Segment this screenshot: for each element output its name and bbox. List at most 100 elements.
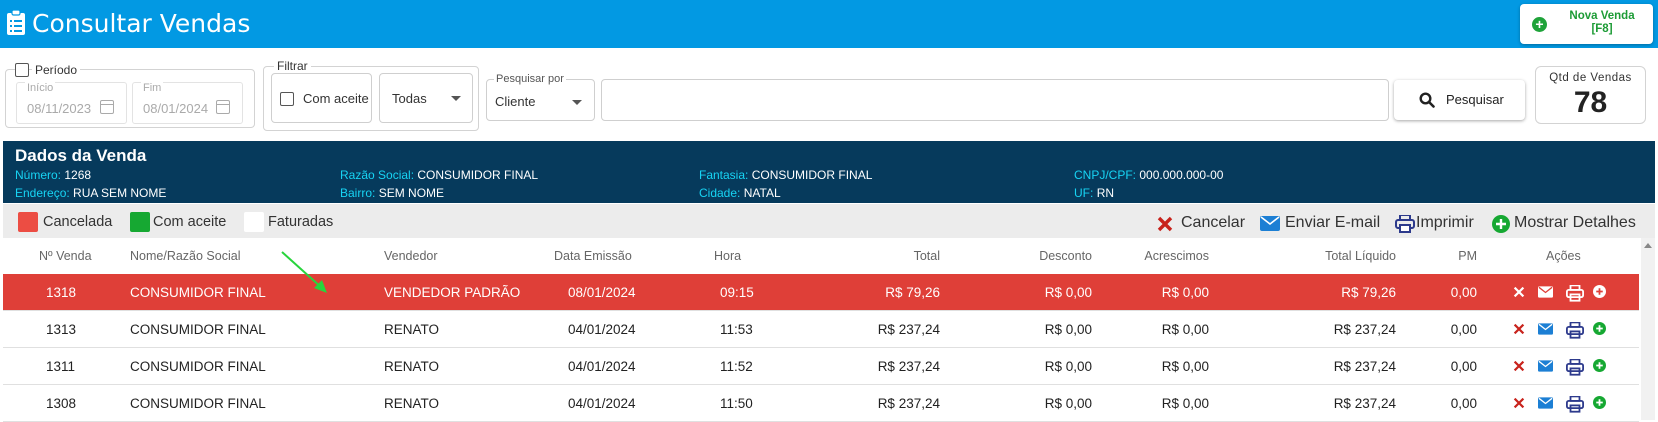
legend-faturadas-label: Faturadas [268,214,334,230]
legend-action-bar: Cancelada Com aceite Faturadas Cancelar … [3,204,1655,238]
com-aceite-checkbox[interactable] [280,92,294,106]
cell-hora: 11:52 [720,359,753,374]
col-hora[interactable]: Hora [714,249,742,263]
new-sale-button[interactable]: + Nova Venda [F8] [1520,4,1653,44]
sales-count-box: Qtd de Vendas 78 [1535,66,1646,124]
col-acoes: Ações [1546,249,1581,263]
cell-hora: 11:50 [720,396,753,411]
close-icon[interactable] [1512,396,1528,412]
sale-state: UF: RN [1074,186,1114,200]
plus-circle-icon[interactable] [1593,285,1609,301]
cell-pm: 0,00 [1450,396,1477,411]
col-nome[interactable]: Nome/Razão Social [130,249,241,263]
calendar-icon[interactable] [216,100,230,114]
envelope-icon[interactable] [1538,396,1554,412]
plus-circle-icon[interactable] [1593,322,1609,338]
page-title: Consultar Vendas [32,9,251,38]
cell-desconto: R$ 0,00 [1044,396,1092,411]
search-by-select[interactable]: Pesquisar por Cliente [486,73,595,121]
calendar-icon[interactable] [100,100,114,114]
cell-total-liquido: R$ 237,24 [1333,396,1396,411]
sale-state-value: RN [1096,186,1115,200]
cell-total: R$ 237,24 [877,359,940,374]
cell-total: R$ 237,24 [877,396,940,411]
table-row[interactable]: 1313 CONSUMIDOR FINAL RENATO 04/01/2024 11:5… [3,311,1639,348]
sale-address: Endereço: RUA SEM NOME [15,186,166,200]
cell-desconto: R$ 0,00 [1044,322,1092,337]
search-button-label: Pesquisar [1446,92,1504,107]
sale-district: Bairro: SEM NOME [340,186,444,200]
status-select-value: Todas [392,91,427,106]
cell-total: R$ 79,26 [885,285,940,300]
table-row[interactable]: 1311 CONSUMIDOR FINAL RENATO 04/01/2024 11:5… [3,348,1639,385]
cell-nome: CONSUMIDOR FINAL [130,396,266,411]
table-scrollbar[interactable] [1641,238,1655,420]
scroll-up-icon[interactable] [1644,243,1652,248]
printer-icon[interactable] [1566,358,1584,376]
table-header: Nº Venda Nome/Razão Social Vendedor Data… [3,240,1639,274]
close-icon[interactable] [1512,285,1528,301]
sale-district-key: Bairro: [340,186,376,200]
printer-icon[interactable] [1566,321,1584,339]
period-label: Período [32,63,81,77]
cell-nome: CONSUMIDOR FINAL [130,285,266,300]
search-input[interactable] [601,79,1389,121]
cell-data: 04/01/2024 [568,359,636,374]
envelope-icon[interactable] [1538,322,1554,338]
end-date-field[interactable]: Fim 08/01/2024 [132,82,243,124]
cell-vendedor: VENDEDOR PADRÃO [384,285,521,300]
chevron-down-icon [572,100,582,105]
search-by-value: Cliente [495,94,536,109]
table-row[interactable]: 1308 CONSUMIDOR FINAL RENATO 04/01/2024 11:5… [3,385,1639,422]
printer-icon[interactable] [1566,284,1584,302]
sale-address-key: Endereço: [15,186,70,200]
col-vendedor[interactable]: Vendedor [384,249,438,263]
cell-total-liquido: R$ 237,24 [1333,322,1396,337]
sale-document-key: CNPJ/CPF: [1074,168,1137,182]
legend-faturadas-swatch [244,212,264,232]
printer-icon[interactable] [1566,395,1584,413]
chevron-down-icon [451,96,461,101]
search-button[interactable]: Pesquisar [1394,80,1525,120]
close-icon [1157,216,1173,232]
plus-circle-icon: + [1532,17,1547,32]
col-acrescimos[interactable]: Acrescimos [1144,249,1209,263]
cell-desconto: R$ 0,00 [1044,359,1092,374]
cell-total-liquido: R$ 79,26 [1341,285,1396,300]
status-select[interactable]: Todas [379,73,473,123]
cell-hora: 09:15 [720,285,754,300]
close-icon[interactable] [1512,322,1528,338]
col-pm[interactable]: PM [1458,249,1477,263]
envelope-icon[interactable] [1538,359,1554,375]
period-checkbox[interactable] [15,63,29,77]
cell-pm: 0,00 [1450,359,1477,374]
envelope-icon[interactable] [1538,285,1554,301]
cell-vendedor: RENATO [384,322,440,337]
plus-circle-icon[interactable] [1593,359,1609,375]
com-aceite-label: Com aceite [303,91,369,106]
close-icon[interactable] [1512,359,1528,375]
cell-acrescimos: R$ 0,00 [1161,285,1209,300]
start-date-label: Início [25,82,56,94]
sale-trade-name-value: CONSUMIDOR FINAL [751,168,873,182]
legend-cancelada-label: Cancelada [43,214,113,230]
cell-nome: CONSUMIDOR FINAL [130,322,266,337]
cell-data: 04/01/2024 [568,396,636,411]
col-numero[interactable]: Nº Venda [39,249,92,263]
cell-numero: 1318 [46,285,77,300]
cell-desconto: R$ 0,00 [1044,285,1092,300]
cell-vendedor: RENATO [384,359,440,374]
sale-details-title: Dados da Venda [15,146,147,165]
col-desconto[interactable]: Desconto [1039,249,1092,263]
table-row[interactable]: 1318 CONSUMIDOR FINAL VENDEDOR PADRÃO 08/01… [3,274,1639,311]
com-aceite-toggle[interactable]: Com aceite [271,73,372,123]
col-total-liquido[interactable]: Total Líquido [1325,249,1396,263]
cell-acrescimos: R$ 0,00 [1161,359,1209,374]
col-data-emissao[interactable]: Data Emissão [554,249,632,263]
show-details-label: Mostrar Detalhes [1514,214,1636,231]
col-total[interactable]: Total [913,249,940,263]
start-date-field[interactable]: Início 08/11/2023 [16,82,127,124]
cell-data: 04/01/2024 [568,322,636,337]
legend-com-aceite-label: Com aceite [153,214,227,230]
plus-circle-icon[interactable] [1593,396,1609,412]
